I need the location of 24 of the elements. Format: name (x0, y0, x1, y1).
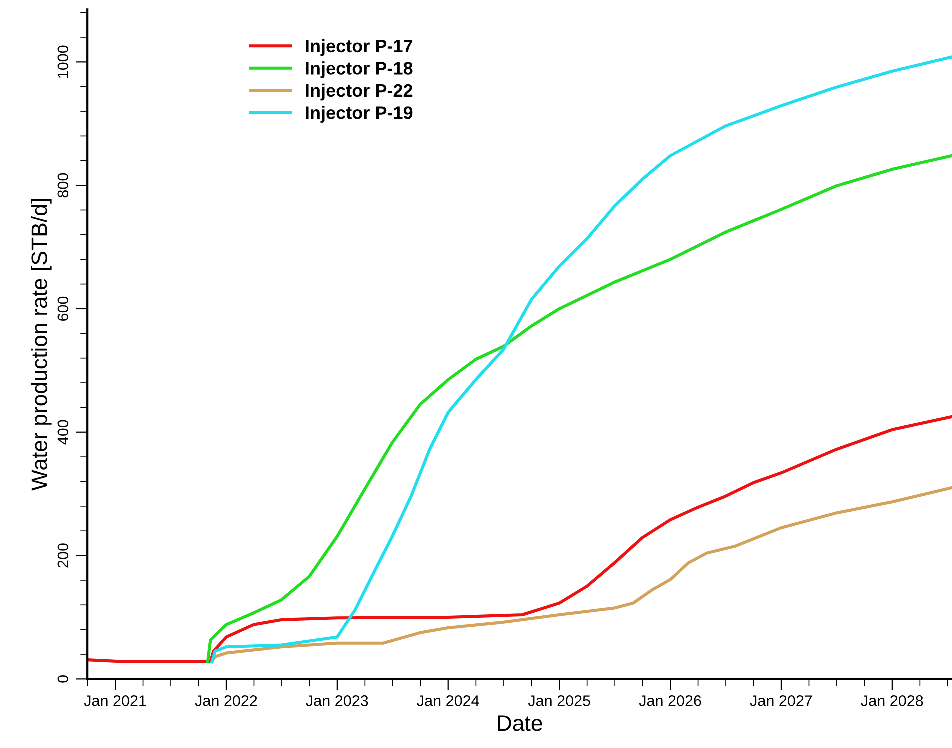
x-tick-label: Jan 2021 (84, 696, 146, 706)
y-axis-title: Water production rate [STB/d] (31, 199, 52, 491)
x-tick-label: Jan 2028 (861, 696, 924, 706)
y-tick-label: 800 (58, 173, 69, 198)
y-tick-label: 200 (58, 544, 69, 568)
line-series (206, 154, 952, 664)
x-tick-label: Jan 2022 (195, 696, 258, 706)
line-series (88, 415, 952, 664)
x-tick-label: Jan 2025 (528, 696, 590, 706)
x-tick-label: Jan 2026 (639, 696, 702, 706)
x-axis-title: Date (498, 716, 542, 732)
x-tick-label: Jan 2023 (306, 696, 368, 706)
legend-label: Injector P-22 (306, 84, 413, 101)
y-tick-label: 1000 (58, 46, 69, 78)
x-tick-label: Jan 2027 (750, 696, 812, 706)
line-series (210, 486, 952, 664)
y-tick-label: 600 (58, 296, 69, 321)
y-tick-label: 400 (58, 420, 69, 445)
legend-label: Injector P-18 (306, 62, 413, 78)
legend-label: Injector P-19 (306, 106, 413, 123)
line-series (210, 56, 952, 664)
y-tick-label: 0 (58, 676, 69, 683)
legend-label: Injector P-17 (306, 39, 413, 56)
x-tick-label: Jan 2024 (417, 696, 480, 706)
